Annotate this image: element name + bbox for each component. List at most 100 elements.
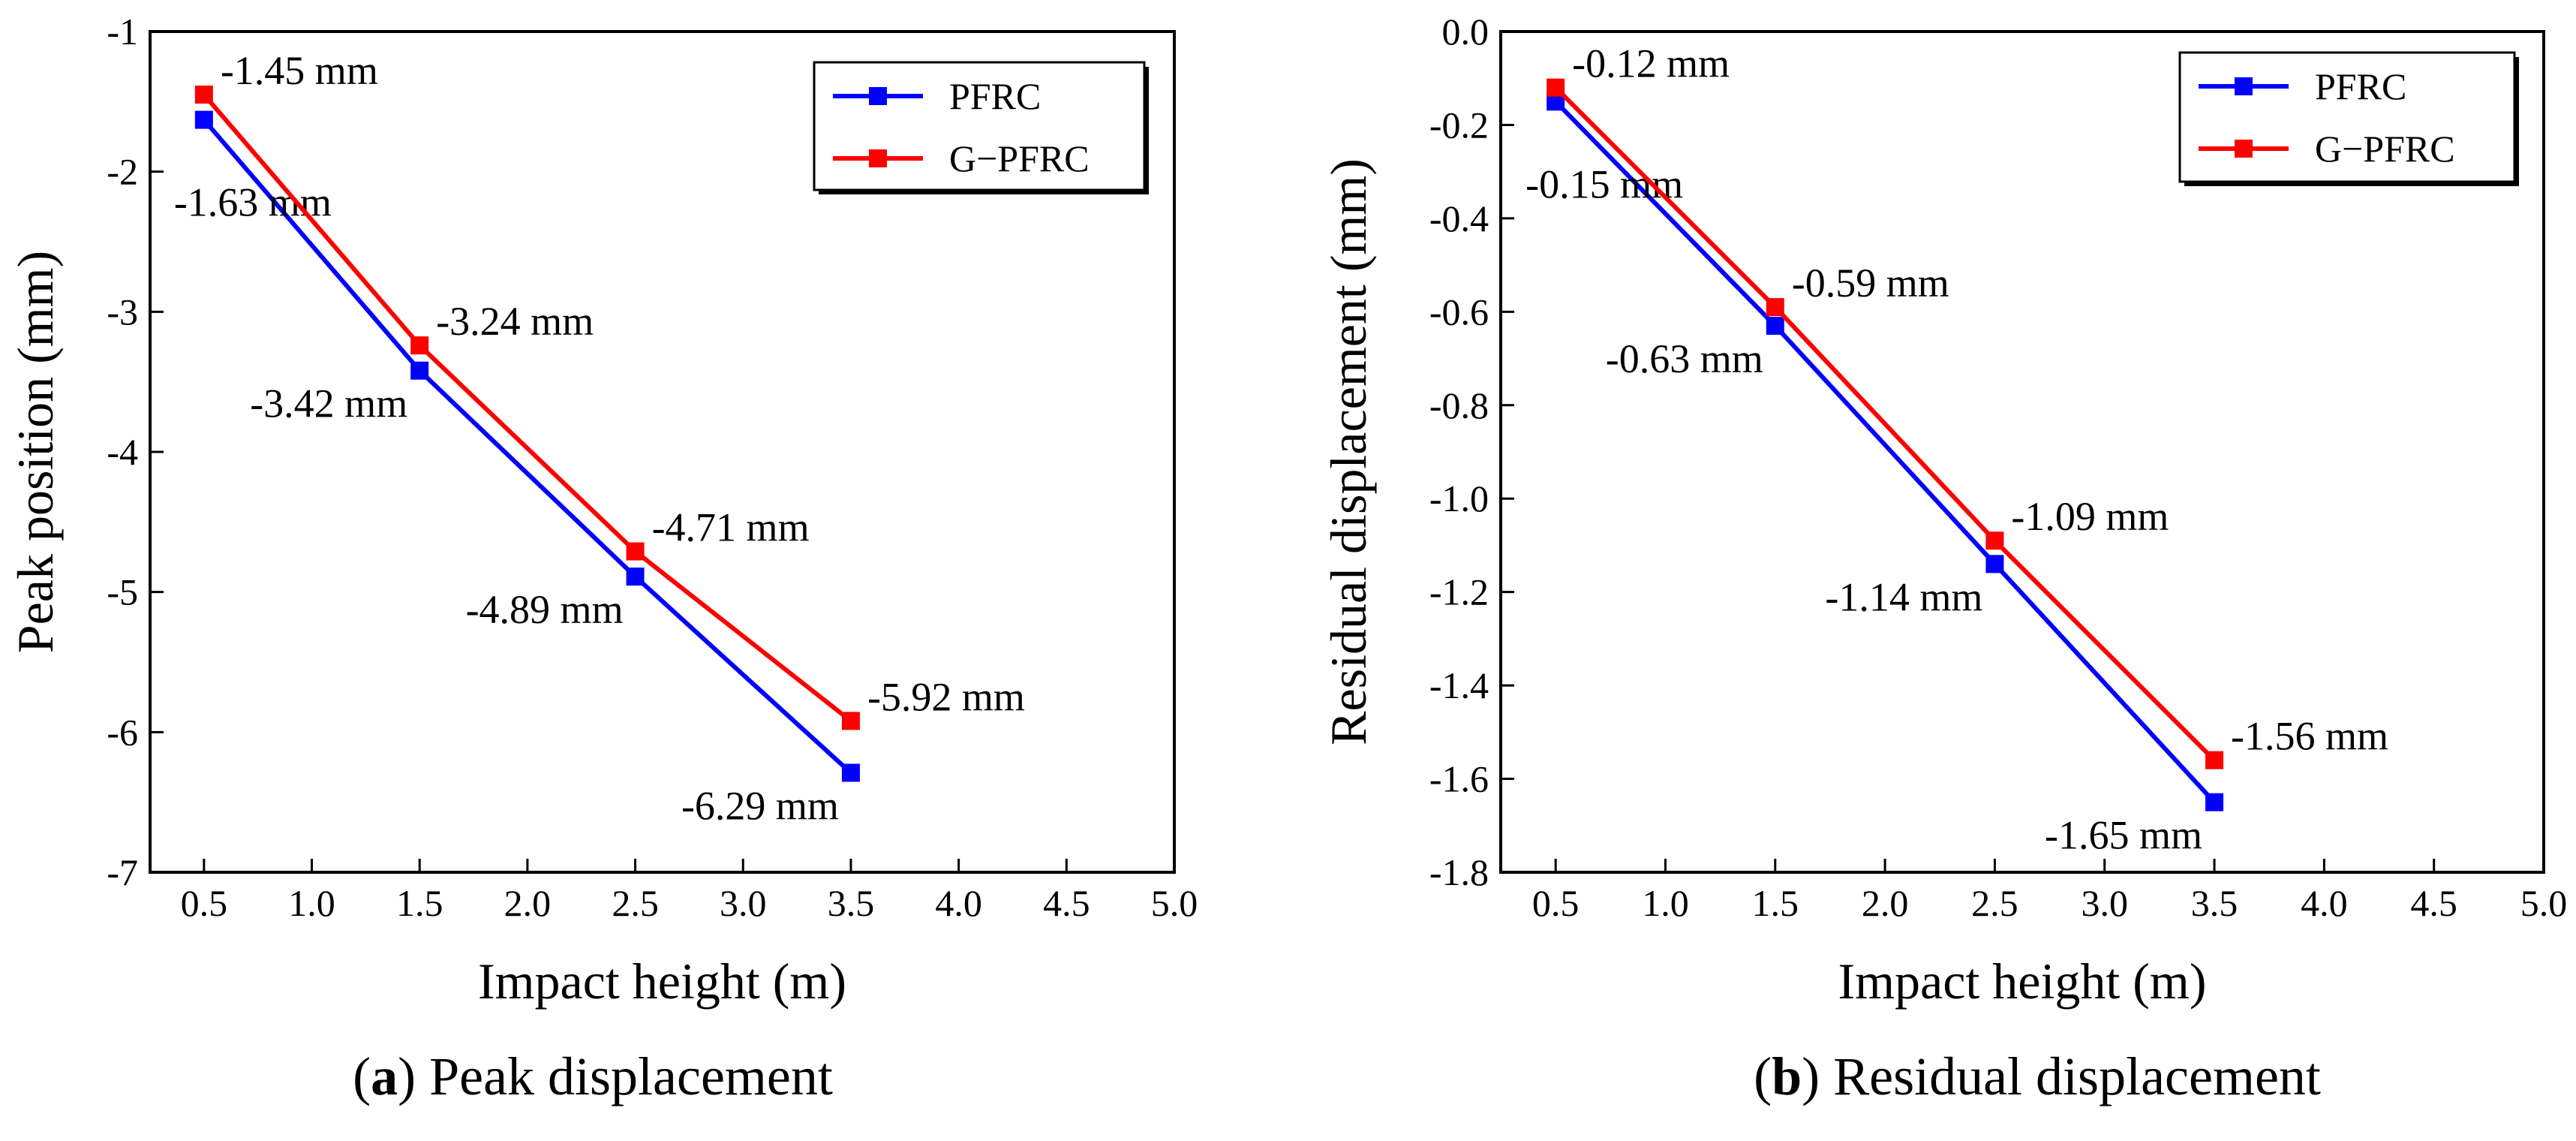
x-tick-label: 3.0: [2081, 882, 2128, 924]
panel-caption: (b) Residual displacement: [1754, 1046, 2321, 1106]
x-axis-title: Impact height (m): [1838, 953, 2207, 1010]
data-point: [410, 361, 429, 380]
data-label: -0.12 mm: [1572, 41, 1730, 86]
x-axis-title: Impact height (m): [478, 953, 846, 1010]
legend-entry-label: G−PFRC: [2315, 128, 2455, 170]
x-tick-label: 4.5: [1043, 882, 1090, 924]
y-tick-label: -2: [107, 151, 138, 193]
x-tick-label: 1.0: [1642, 882, 1689, 924]
data-point: [626, 542, 645, 561]
y-tick-label: -7: [107, 851, 138, 893]
data-label: -3.24 mm: [436, 299, 594, 344]
y-tick-label: -1.0: [1429, 477, 1489, 519]
legend-box: [813, 61, 1146, 191]
caption-paren-open: (: [1754, 1046, 1772, 1106]
data-point: [841, 712, 860, 730]
legend-entry-label: PFRC: [949, 75, 1041, 117]
data-point: [1547, 78, 1565, 97]
data-point: [841, 763, 860, 782]
data-label: -4.71 mm: [652, 505, 810, 550]
y-tick-label: -0.4: [1429, 197, 1489, 239]
data-point: [2205, 793, 2224, 811]
x-tick-label: 0.5: [1532, 882, 1580, 924]
y-axis-title: Peak position (mm): [7, 251, 64, 653]
data-point: [194, 86, 213, 104]
legend: PFRC G−PFRC: [813, 61, 1149, 194]
y-tick-label: -4: [107, 431, 138, 473]
legend-entry-label: G−PFRC: [949, 137, 1090, 179]
y-tick-label: -3: [107, 291, 138, 333]
x-tick-label: 2.5: [612, 882, 659, 924]
data-point: [1766, 317, 1784, 335]
x-tick-label: 4.5: [2410, 882, 2457, 924]
legend-swatch-marker: [869, 87, 887, 105]
y-tick-label: -1.4: [1429, 664, 1489, 706]
series-line-pfrc: [1554, 100, 2217, 804]
data-label: -6.29 mm: [681, 783, 839, 828]
caption-panel-id: b: [1772, 1046, 1802, 1106]
y-tick-label: -0.2: [1429, 104, 1489, 146]
x-tick-label: 1.0: [288, 882, 335, 924]
y-tick-label: -6: [107, 711, 138, 753]
data-point: [410, 336, 429, 355]
y-tick-label: -5: [107, 571, 138, 613]
y-tick-label: -1.8: [1429, 851, 1489, 893]
chart-panel-a: 0.5 1.0 1.5 2.0 2.5 3.0 3.5 4.0 4.5 5.0 -1 -2 -3 -4 -5…: [7, 11, 1198, 1106]
data-label: -1.45 mm: [221, 48, 378, 93]
data-label: -1.56 mm: [2231, 714, 2388, 759]
data-point: [1985, 531, 2004, 550]
y-tick-label: 0.0: [1442, 11, 1489, 53]
series-line-g-pfrc: [202, 93, 852, 723]
plot-frame: [1499, 30, 2545, 874]
y-tick-label: -1.2: [1429, 571, 1489, 613]
legend-box: [2178, 51, 2516, 183]
legend-entry-label: PFRC: [2315, 65, 2406, 107]
legend-swatch-marker: [869, 149, 887, 167]
data-label: -1.14 mm: [1825, 574, 1982, 619]
y-axis-title: Residual displacement (mm): [1320, 158, 1377, 745]
chart-panel-b: 0.5 1.0 1.5 2.0 2.5 3.0 3.5 4.0 4.5 5.0 0.0 -0.2 -0.…: [1320, 11, 2567, 1106]
series-line-g-pfrc: [1554, 86, 2217, 762]
data-point: [1766, 298, 1784, 317]
y-tick-label: -1: [107, 11, 138, 53]
y-tick-label: -0.6: [1429, 291, 1489, 333]
y-tick-label: -0.8: [1429, 384, 1489, 426]
caption-panel-id: a: [371, 1046, 398, 1106]
x-tick-label: 4.0: [935, 882, 982, 924]
x-tick-label: 0.5: [181, 882, 228, 924]
legend-swatch-marker: [2235, 77, 2253, 95]
data-point: [2205, 751, 2224, 769]
x-tick-label: 1.5: [1752, 882, 1799, 924]
x-tick-label: 2.0: [504, 882, 552, 924]
x-tick-label: 4.0: [2301, 882, 2348, 924]
caption-paren-open: (: [353, 1046, 371, 1106]
x-tick-label: 2.0: [1862, 882, 1909, 924]
data-point: [194, 110, 213, 129]
data-point: [1985, 555, 2004, 574]
data-label: -0.59 mm: [1792, 260, 1949, 306]
x-tick-label: 5.0: [1151, 882, 1198, 924]
caption-text: ) Residual displacement: [1802, 1046, 2321, 1106]
data-label: -4.89 mm: [466, 587, 624, 632]
data-label: -1.63 mm: [174, 180, 332, 225]
data-point: [626, 567, 645, 586]
data-label: -1.65 mm: [2045, 813, 2202, 858]
y-tick-label: -1.6: [1429, 758, 1489, 800]
x-tick-label: 3.5: [828, 882, 875, 924]
caption-text: ) Peak displacement: [398, 1046, 833, 1106]
data-label: -5.92 mm: [867, 674, 1025, 719]
x-tick-label: 2.5: [1971, 882, 2018, 924]
x-tick-label: 3.0: [720, 882, 767, 924]
data-label: -0.63 mm: [1606, 336, 1763, 381]
panel-caption: (a) Peak displacement: [353, 1046, 833, 1106]
data-label: -0.15 mm: [1525, 161, 1683, 206]
legend: PFRC G−PFRC: [2178, 51, 2519, 186]
data-label: -1.09 mm: [2011, 494, 2169, 539]
series-line-pfrc: [202, 118, 852, 775]
legend-swatch-marker: [2235, 140, 2253, 158]
x-tick-label: 3.5: [2191, 882, 2238, 924]
x-tick-label: 1.5: [396, 882, 443, 924]
data-label: -3.42 mm: [250, 381, 407, 426]
x-tick-label: 5.0: [2520, 882, 2568, 924]
